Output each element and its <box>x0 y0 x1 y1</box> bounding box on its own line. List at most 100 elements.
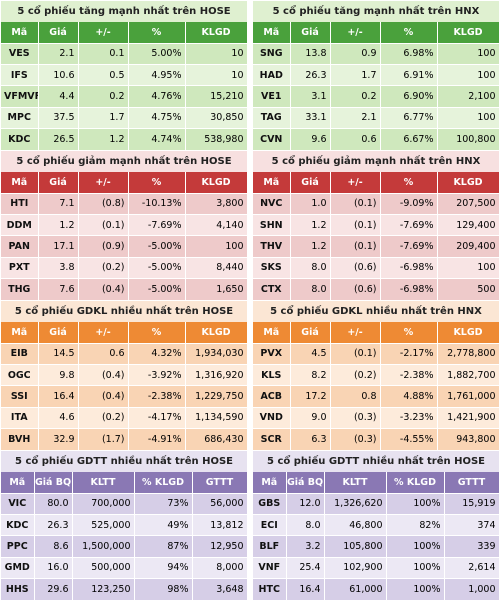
table-cell: (0.3) <box>330 428 381 450</box>
table-cell: 10 <box>185 42 248 65</box>
table-cell: -6.98% <box>380 278 438 300</box>
table-cell: -2.38% <box>380 363 438 386</box>
header-row: Mã Giá +/-% KLGD <box>1 172 248 193</box>
table-cell: 61,000 <box>324 578 387 600</box>
table-row: HHS 29.6 123,250 98% 3,648 <box>1 578 248 600</box>
stock-symbol: CTX <box>253 278 291 300</box>
table-cell: -3.92% <box>128 363 186 386</box>
stock-symbol: ITA <box>1 406 39 429</box>
stock-table: Mã Giá +/-% KLGD EIB 14.5 0.6 4.32% 1,934,030 OG… <box>1 322 248 450</box>
table-row: THV 1.2 (0.1) -7.69% 209,400 <box>253 235 500 258</box>
table-cell: (0.4) <box>78 385 129 408</box>
table-cell: (0.6) <box>330 278 381 300</box>
table-cell: 3.1 <box>290 85 331 108</box>
table-cell: 15,919 <box>444 492 500 515</box>
header-col-volume: KLGD <box>437 172 500 193</box>
table-cell: 207,500 <box>437 192 500 215</box>
header-col-change: +/- <box>78 22 129 43</box>
table-cell: 10 <box>185 63 248 86</box>
panel-title: 5 cổ phiếu GDTT nhiều nhất trên HOSE <box>1 451 247 472</box>
table-cell: 525,000 <box>72 513 135 536</box>
header-col-volume: KLGD <box>185 172 248 193</box>
table-cell: 1.2 <box>78 128 129 150</box>
table-cell: (0.1) <box>78 213 129 236</box>
panel-gain-hnx: 5 cổ phiếu tăng mạnh nhất trên HNX Mã Giá… <box>253 1 500 151</box>
table-cell: (0.2) <box>330 363 381 386</box>
table-row: KDC 26.3 525,000 49% 13,812 <box>1 513 248 536</box>
table-cell: 4.32% <box>128 342 186 365</box>
stock-symbol: DDM <box>1 213 39 236</box>
stock-symbol: SCR <box>253 428 291 450</box>
table-cell: 9.8 <box>38 363 79 386</box>
table-cell: 17.1 <box>38 235 79 258</box>
stock-symbol: MPC <box>1 106 39 129</box>
table-cell: 56,000 <box>192 492 248 515</box>
table-cell: (1.7) <box>78 428 129 450</box>
stock-symbol: HTI <box>1 192 39 215</box>
table-cell: 1.2 <box>290 213 331 236</box>
table-cell: 30,850 <box>185 106 248 129</box>
panel-title: 5 cổ phiếu GDKL nhiều nhất trên HOSE <box>1 301 247 322</box>
stock-symbol: PXT <box>1 256 39 279</box>
header-col-symbol: Mã <box>1 22 39 43</box>
header-col-percent: % <box>128 172 186 193</box>
table-cell: 1,761,000 <box>437 385 500 408</box>
stock-symbol: IFS <box>1 63 39 86</box>
panel-title: 5 cổ phiếu GDTT nhiều nhất trên HOSE <box>253 451 499 472</box>
table-cell: -7.69% <box>128 213 186 236</box>
stock-symbol: VIC <box>1 492 35 515</box>
header-col-price: Giá <box>290 172 331 193</box>
stock-symbol: BVH <box>1 428 39 450</box>
stock-symbol: THV <box>253 235 291 258</box>
table-cell: 15,210 <box>185 85 248 108</box>
panel-title: 5 cổ phiếu tăng mạnh nhất trên HOSE <box>1 1 247 22</box>
table-cell: 0.5 <box>78 63 129 86</box>
table-cell: -5.00% <box>128 256 186 279</box>
table-cell: 1,934,030 <box>185 342 248 365</box>
table-cell: 6.98% <box>380 42 438 65</box>
table-cell: 37.5 <box>38 106 79 129</box>
table-row: GMD 16.0 500,000 94% 8,000 <box>1 556 248 579</box>
header-row: Mã Giá +/-% KLGD <box>1 322 248 343</box>
table-cell: (0.3) <box>330 406 381 429</box>
stock-table: Mã Giá +/-% KLGD VES 2.1 0.1 5.00% 10 IFS 10.6 0.5… <box>1 22 248 150</box>
header-col-symbol: Mã <box>253 472 287 493</box>
table-cell: 26.3 <box>34 513 73 536</box>
table-cell: 1,882,700 <box>437 363 500 386</box>
header-col-symbol: Mã <box>253 22 291 43</box>
panel-deal-hnx: 5 cổ phiếu GDTT nhiều nhất trên HOSE Mã G… <box>253 451 500 601</box>
table-cell: 1.0 <box>290 192 331 215</box>
table-row: VFMVF44.40.24.76%15,210 <box>1 85 248 108</box>
table-row: KDC 26.5 1.2 4.74% 538,980 <box>1 128 248 150</box>
table-cell: 4.74% <box>128 128 186 150</box>
table-cell: 6.77% <box>380 106 438 129</box>
header-row: Mã Giá +/-% KLGD <box>253 322 500 343</box>
table-cell: 3,800 <box>185 192 248 215</box>
stock-table: Mã Giá +/-% KLGD SNG 13.8 0.9 6.98% 100 HAD 26.3 1… <box>253 22 500 150</box>
panel-loss-hnx: 5 cổ phiếu giảm mạnh nhất trên HNX Mã Giá… <box>253 151 500 301</box>
stock-symbol: HHS <box>1 578 35 600</box>
table-row: PVX 4.5 (0.1) -2.17% 2,778,800 <box>253 342 500 365</box>
table-cell: 80.0 <box>34 492 73 515</box>
table-cell: (0.8) <box>78 192 129 215</box>
table-cell: (0.4) <box>78 363 129 386</box>
table-cell: 100% <box>386 492 445 515</box>
panel-deal-hose: 5 cổ phiếu GDTT nhiều nhất trên HOSE Mã G… <box>1 451 248 601</box>
table-cell: 73% <box>134 492 193 515</box>
table-row: OGC 9.8 (0.4) -3.92% 1,316,920 <box>1 363 248 386</box>
table-cell: (0.1) <box>330 213 381 236</box>
panel-title: 5 cổ phiếu giảm mạnh nhất trên HNX <box>253 151 499 172</box>
table-cell: 46,800 <box>324 513 387 536</box>
header-col-change: +/- <box>330 172 381 193</box>
stock-table: Mã Giá BQ KLTT% KLGD GTTT VIC 80.0 700,000 73%… <box>1 472 248 600</box>
stock-symbol: VES <box>1 42 39 65</box>
table-row: TAG 33.1 2.1 6.77% 100 <box>253 106 500 129</box>
table-cell: -5.00% <box>128 278 186 300</box>
table-row: ITA 4.6 (0.2) -4.17% 1,134,590 <box>1 406 248 429</box>
table-cell: 4.95% <box>128 63 186 86</box>
panel-loss-hose: 5 cổ phiếu giảm mạnh nhất trên HOSE Mã Gi… <box>1 151 248 301</box>
table-cell: 82% <box>386 513 445 536</box>
stock-symbol: VE1 <box>253 85 291 108</box>
panel-title: 5 cổ phiếu tăng mạnh nhất trên HNX <box>253 1 499 22</box>
stock-symbol: KDC <box>1 128 39 150</box>
